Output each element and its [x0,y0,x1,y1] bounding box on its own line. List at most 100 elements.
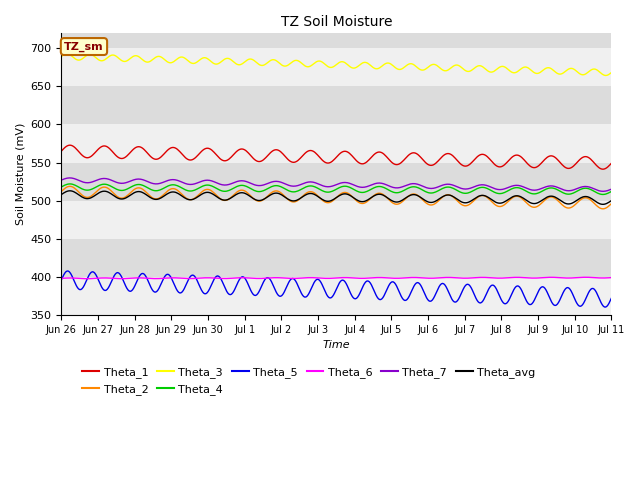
Bar [61,33,611,48]
Theta_2 [291,199,298,205]
Theta_5 [367,280,374,286]
Bar [61,86,611,124]
Title: TZ Soil Moisture: TZ Soil Moisture [280,15,392,29]
Theta_2 [65,183,73,189]
Theta_avg [367,195,374,201]
Theta_7 [607,186,615,192]
Theta_1 [65,142,73,148]
Theta_avg [600,202,607,207]
Theta_6 [582,275,590,280]
Theta_7 [230,180,237,186]
Theta_6 [558,275,566,281]
Theta_5 [602,304,609,310]
Legend: Theta_1, Theta_2, Theta_3, Theta_4, Theta_5, Theta_6, Theta_7, Theta_avg: Theta_1, Theta_2, Theta_3, Theta_4, Thet… [78,363,540,399]
Theta_2 [367,196,374,202]
Line: Theta_6: Theta_6 [61,277,611,279]
Theta_3 [63,51,71,57]
Line: Theta_2: Theta_2 [61,186,611,209]
Theta_5 [230,288,237,294]
Theta_3 [602,72,609,78]
Theta_avg [607,198,615,204]
Theta_7 [600,189,607,194]
Theta_avg [393,199,401,205]
Theta_3 [558,71,566,76]
Theta_4 [58,184,65,190]
Theta_3 [463,68,470,74]
Theta_5 [393,283,401,289]
Theta_2 [600,206,607,212]
Theta_6 [58,276,65,281]
Theta_2 [607,201,615,206]
Theta_7 [393,185,401,191]
Bar [61,124,611,163]
Theta_1 [558,162,566,168]
Theta_7 [463,186,470,192]
Theta_5 [463,282,470,288]
Theta_3 [367,62,374,68]
Theta_7 [558,186,566,192]
Theta_4 [558,190,566,195]
Text: TZ_sm: TZ_sm [64,41,104,52]
Bar [61,48,611,86]
Theta_4 [230,185,237,191]
Theta_6 [607,275,615,280]
Theta_4 [393,190,401,196]
Theta_4 [463,191,470,196]
Theta_4 [607,189,615,194]
Theta_1 [607,160,615,166]
Theta_7 [367,182,374,188]
Theta_1 [393,162,401,168]
Theta_2 [230,192,237,198]
Theta_6 [393,276,401,281]
Theta_6 [230,275,237,281]
Theta_1 [463,163,470,169]
Theta_1 [58,148,65,154]
Bar [61,201,611,239]
Line: Theta_7: Theta_7 [61,178,611,192]
Line: Theta_1: Theta_1 [61,145,611,169]
Theta_5 [63,268,71,274]
Theta_avg [65,188,73,194]
Theta_5 [558,292,566,298]
Theta_3 [607,70,615,75]
Theta_6 [291,276,298,281]
Theta_2 [463,203,470,208]
Theta_7 [65,175,73,181]
Theta_3 [393,66,401,72]
Theta_3 [58,54,65,60]
Theta_4 [65,181,73,187]
Theta_5 [291,276,298,282]
Theta_5 [607,295,615,301]
Theta_1 [291,159,298,165]
Bar [61,163,611,201]
Bar [61,277,611,315]
X-axis label: Time: Time [323,340,350,350]
Theta_6 [367,275,374,281]
Theta_avg [291,198,298,204]
Line: Theta_5: Theta_5 [61,271,611,307]
Theta_7 [291,183,298,189]
Theta_2 [393,202,401,207]
Theta_avg [58,192,65,197]
Theta_4 [367,187,374,192]
Theta_4 [600,192,607,197]
Line: Theta_avg: Theta_avg [61,191,611,204]
Bar [61,239,611,277]
Theta_7 [58,177,65,183]
Theta_avg [230,193,237,199]
Y-axis label: Soil Moisture (mV): Soil Moisture (mV) [15,123,25,225]
Theta_1 [230,152,237,157]
Theta_2 [58,189,65,194]
Theta_6 [83,276,90,282]
Theta_5 [58,277,65,283]
Theta_avg [558,199,566,204]
Theta_6 [463,276,470,281]
Theta_3 [230,59,237,65]
Theta_1 [367,156,374,161]
Theta_3 [291,58,298,63]
Line: Theta_4: Theta_4 [61,184,611,194]
Theta_2 [558,202,566,207]
Line: Theta_3: Theta_3 [61,54,611,75]
Theta_4 [291,189,298,195]
Theta_1 [600,166,607,172]
